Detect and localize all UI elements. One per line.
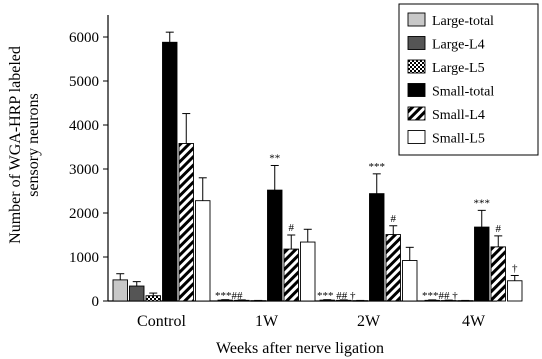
bar: [162, 41, 178, 302]
legend-swatch: [407, 59, 426, 74]
y-tick-label: 6000: [69, 30, 99, 46]
legend-label: Small-total: [432, 85, 494, 100]
significance-label: #: [496, 223, 502, 235]
significance-label: ***: [369, 161, 386, 173]
significance-label: †: [512, 262, 518, 274]
significance-label: #: [289, 222, 295, 234]
legend-box: [398, 3, 539, 156]
bar: [178, 143, 194, 302]
significance-label: *** ## †: [317, 290, 356, 302]
x-axis-title: Weeks after nerve ligation: [216, 340, 384, 357]
y-tick-label: 3000: [69, 162, 99, 178]
bar: [283, 248, 299, 302]
bars: [112, 31, 523, 302]
legend-label: Small-L5: [432, 132, 485, 147]
significance-label: #: [391, 213, 397, 225]
bar: [402, 260, 418, 302]
y-tick-label: 4000: [69, 118, 99, 134]
legend-swatch: [407, 36, 426, 50]
annotations: ** # ***## *** # *** ## † *** # † ***## †: [215, 152, 518, 302]
legend-swatch: [407, 83, 426, 97]
bar: [385, 234, 401, 302]
legend-label: Large-L4: [432, 38, 485, 53]
x-tick-label: 2W: [357, 313, 381, 330]
legend-swatch: [407, 12, 426, 27]
bar: [112, 279, 128, 302]
bar: [195, 200, 211, 302]
y-axis-title: Number of WGA-HRP labeled: [7, 46, 24, 244]
legend: Large-total Large-L4 Large-L5 Small-total Sm…: [398, 3, 539, 156]
y-tick-label: 1000: [69, 250, 99, 266]
y-tick-label: 5000: [69, 74, 99, 90]
significance-label: **: [269, 152, 280, 164]
bar: [474, 226, 490, 302]
bar: [145, 295, 161, 302]
axes: 0 1000 2000 3000 4000 5000 6000 Number of WGA-H…: [7, 15, 497, 357]
y-axis-title: sensory neurons: [25, 93, 42, 197]
bar: [267, 189, 283, 302]
bar: [369, 193, 385, 302]
legend-swatch: [407, 106, 426, 121]
bar: [507, 280, 523, 302]
legend-label: Small-L4: [432, 108, 485, 123]
bar: [129, 285, 145, 302]
x-tick-label: 4W: [462, 313, 486, 330]
x-tick-label: Control: [137, 313, 186, 330]
bar: [490, 246, 506, 302]
legend-label: Large-total: [432, 14, 494, 29]
x-tick-label: 1W: [255, 313, 279, 330]
significance-label: ***## †: [422, 290, 458, 302]
significance-label: ***: [474, 197, 491, 209]
legend-swatch: [407, 130, 426, 144]
y-tick-label: 0: [92, 294, 100, 310]
y-tick-label: 2000: [69, 206, 99, 222]
significance-label: ***##: [215, 290, 243, 302]
bar: [300, 241, 316, 302]
legend-label: Large-L5: [432, 61, 485, 76]
